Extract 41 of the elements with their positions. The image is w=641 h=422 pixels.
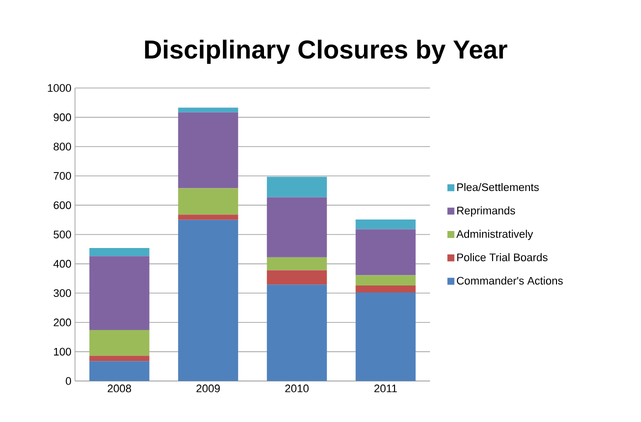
y-tick-label: 800	[54, 142, 72, 150]
bar	[89, 256, 150, 330]
bar	[356, 275, 416, 286]
x-tick-label: 2009	[196, 384, 220, 392]
legend-label: Police Trial Boards	[457, 253, 548, 262]
legend-label: Commander's Actions	[456, 276, 563, 285]
bar	[266, 176, 327, 198]
bar	[89, 361, 150, 381]
y-tick-label: 200	[54, 318, 72, 326]
bar	[356, 292, 416, 381]
y-tick-label: 600	[54, 201, 72, 210]
bar	[178, 112, 238, 188]
chart-title: Disciplinary Closures by Year	[145, 40, 508, 64]
bar	[178, 188, 238, 215]
bar	[89, 330, 150, 356]
x-tick-label: 2010	[285, 384, 309, 392]
bar	[356, 285, 416, 293]
y-tick-label: 900	[54, 113, 72, 122]
bar	[266, 257, 327, 270]
y-tick-label: 400	[53, 260, 72, 268]
y-tick-label: 1000	[48, 84, 72, 92]
x-tick-label: 2011	[374, 384, 397, 392]
bar	[266, 197, 327, 258]
legend-label: Reprimands	[457, 206, 516, 217]
legend-label: Administratively	[456, 230, 534, 240]
y-tick-label: 300	[54, 289, 72, 297]
bar	[266, 270, 327, 285]
bar	[89, 248, 150, 256]
bar	[356, 220, 416, 230]
y-tick-label: 700	[54, 172, 72, 180]
legend-label: Plea/Settlements	[457, 183, 539, 192]
bar	[266, 284, 327, 381]
bar	[356, 229, 416, 276]
bar	[178, 108, 238, 112]
x-tick-label: 2008	[108, 384, 132, 392]
y-tick-label: 0	[66, 377, 72, 385]
bar	[178, 214, 238, 220]
bar	[89, 356, 150, 362]
y-tick-label: 500	[54, 230, 72, 238]
y-tick-label: 100	[54, 348, 72, 356]
bar	[178, 220, 238, 381]
